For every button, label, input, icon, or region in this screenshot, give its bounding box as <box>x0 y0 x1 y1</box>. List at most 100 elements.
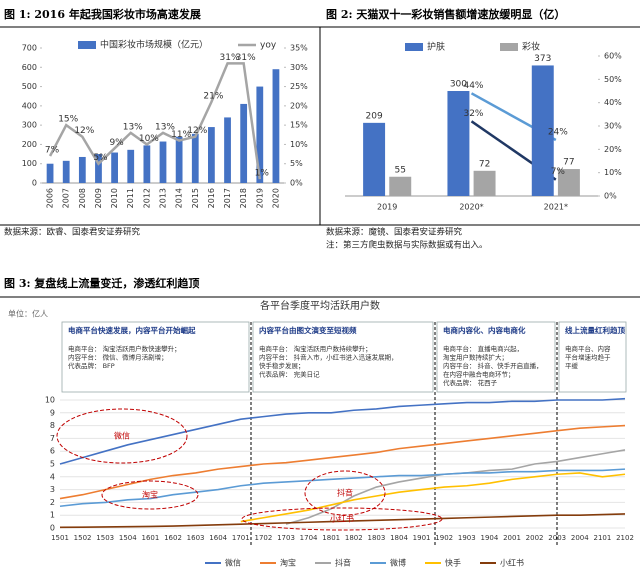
x-tick-label: 2009 <box>94 188 103 208</box>
value-label: 300 <box>450 80 467 90</box>
highlight <box>304 470 386 516</box>
bar <box>111 152 118 183</box>
stage-box <box>61 321 250 393</box>
x-tick-label: 2012 <box>142 188 151 208</box>
bar <box>363 122 386 196</box>
x-tick-label: 1804 <box>390 534 408 542</box>
x-tick-label: 2019 <box>255 188 264 208</box>
line <box>59 397 626 465</box>
stage-text: 在内容中融合电商环节； <box>443 370 515 379</box>
x-tick-label: 2010 <box>110 188 119 208</box>
figure-title: 图 1: 2016 年起我国彩妆市场高速发展 <box>4 7 202 21</box>
stage-text: 快手稳步发展； <box>259 361 305 370</box>
value-label: 7% <box>551 167 566 177</box>
bar <box>240 103 248 183</box>
x-tick-label: 2016 <box>207 188 216 208</box>
value-label: 44% <box>463 81 483 91</box>
legend-label: 彩妆 <box>522 41 540 53</box>
figure-title: 图 3: 复盘线上流量变迁，渗透红利趋顶 <box>4 276 199 290</box>
source: 数据来源：欧睿、国泰君安证券研究 <box>4 227 141 238</box>
value-label: 77 <box>563 158 574 168</box>
bar <box>95 154 102 183</box>
y-tick-label: 10 <box>45 396 55 405</box>
highlight <box>56 408 188 464</box>
chart-subtitle: 各平台季度平均活跃用户数 <box>260 299 380 312</box>
x-tick-label: 1504 <box>119 534 137 542</box>
stage-text: 代表品牌： 花西子 <box>443 378 498 387</box>
stage-title: 线上流量红利趋顶 <box>565 325 625 335</box>
annotation: 淘宝 <box>142 490 158 500</box>
value-label: 32% <box>463 109 483 119</box>
annotation: 小红书 <box>330 514 354 524</box>
bar <box>127 149 135 183</box>
bar <box>159 141 167 183</box>
stage-text: 平台增速均趋于 <box>565 353 611 362</box>
note: 注：第三方爬虫数据与实际数据或有出入。 <box>326 240 488 251</box>
stage-text: 代表品牌： BFP <box>68 361 115 370</box>
stage-box <box>252 321 434 393</box>
x-tick-label: 2101 <box>593 534 611 542</box>
y-tick-label: 0 <box>50 524 55 533</box>
y-tick-label: 600 <box>22 63 37 72</box>
stage-text: 淘宝用户数持续扩大； <box>443 353 508 362</box>
x-tick-label: 1703 <box>277 534 295 542</box>
y2-tick-label: 5% <box>290 159 303 168</box>
bar <box>256 86 264 183</box>
stage-title: 内容平台由图文演变至短视频 <box>259 325 357 335</box>
stage-title: 电商内容化、内容电商化 <box>443 325 526 335</box>
y-tick-label: 400 <box>22 101 37 110</box>
y2-tick-label: 35% <box>290 44 308 53</box>
x-tick-label: 1904 <box>480 534 498 542</box>
bar <box>224 117 231 183</box>
y2-tick-label: 60% <box>604 52 622 61</box>
y2-tick-label: 30% <box>604 122 622 131</box>
value-label: 5% <box>93 153 108 163</box>
y-tick-label: 6 <box>50 447 55 456</box>
bar <box>208 127 215 183</box>
bar <box>447 91 470 196</box>
bar <box>272 69 280 183</box>
highlight <box>101 480 199 510</box>
x-tick-label: 1902 <box>435 534 453 542</box>
value-label: 373 <box>534 54 551 64</box>
highlight <box>241 507 443 531</box>
legend-label: 中国彩妆市场规模（亿元） <box>100 39 208 51</box>
value-label: 11% <box>171 130 191 140</box>
y2-tick-label: 50% <box>604 75 622 84</box>
y-tick-label: 1 <box>50 511 55 520</box>
y-tick-label: 100 <box>22 159 37 168</box>
stage-text: 内容平台： 抖音入市，小红书进入迅速发展期， <box>259 353 398 362</box>
x-tick-label: 1604 <box>209 534 227 542</box>
stage-text: 代表品牌： 完美日记 <box>259 370 320 379</box>
y-tick-label: 8 <box>50 421 55 430</box>
legend-label: yoy <box>260 41 277 51</box>
x-tick-label: 2018 <box>239 188 248 208</box>
stage-box <box>436 321 556 393</box>
legend-label: 抖音 <box>335 558 351 568</box>
y-tick-label: 7 <box>50 434 55 443</box>
x-tick-label: 2021* <box>544 203 568 212</box>
x-tick-label: 2007 <box>62 188 71 208</box>
bar <box>531 65 554 196</box>
stage-box <box>558 321 627 393</box>
x-tick-label: 1503 <box>96 534 114 542</box>
legend-label: 淘宝 <box>280 558 296 568</box>
value-label: 209 <box>366 111 383 121</box>
y2-tick-label: 15% <box>290 121 308 130</box>
x-tick-label: 2013 <box>159 188 168 208</box>
x-tick-label: 1702 <box>254 534 272 542</box>
x-tick-label: 2001 <box>503 534 521 542</box>
x-tick-label: 1803 <box>367 534 385 542</box>
legend-label: 小红书 <box>500 558 524 568</box>
value-label: 7% <box>45 146 60 156</box>
value-label: 1% <box>255 169 270 179</box>
unit: 单位：亿人 <box>8 309 48 319</box>
y-tick-label: 700 <box>22 44 37 53</box>
y2-tick-label: 0% <box>290 179 303 188</box>
annotation: 微信 <box>114 431 130 441</box>
x-tick-label: 1701 <box>232 534 250 542</box>
bar <box>389 176 412 196</box>
source: 数据来源：魔镜、国泰君安证券研究 <box>326 227 463 238</box>
x-tick-label: 1901 <box>413 534 431 542</box>
x-tick-label: 1802 <box>345 534 363 542</box>
